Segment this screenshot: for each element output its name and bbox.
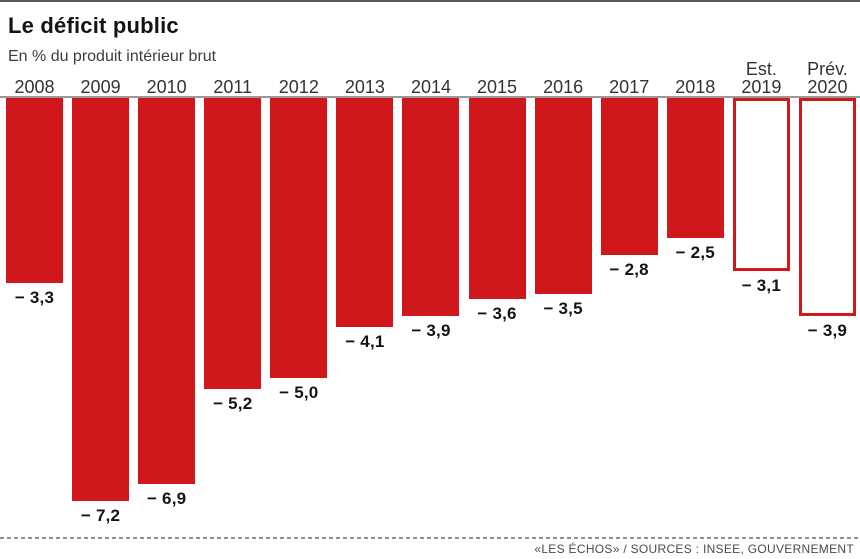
chart-subtitle: En % du produit intérieur brut [8, 48, 217, 65]
category-year: 2014 [410, 77, 451, 97]
bar-group-2010: 2010 − 6,9 [138, 58, 196, 526]
bar-group-2020: Prév. 2020 − 3,9 [798, 58, 856, 526]
bar-value-label: − 7,2 [80, 505, 121, 525]
category-year: 2017 [609, 77, 650, 97]
category-label-2019: Est. 2019 [741, 58, 781, 96]
category-year: 2020 [807, 77, 848, 97]
category-label-2011: 2011 [213, 58, 252, 96]
category-year: 2015 [477, 77, 518, 97]
zero-axis-line [0, 96, 860, 98]
bar-value-label: − 3,6 [477, 304, 517, 324]
category-year: 2013 [344, 77, 385, 97]
category-label-2020: Prév. 2020 [807, 58, 848, 96]
category-year: 2008 [14, 77, 55, 97]
bar-value-label: − 2,8 [609, 259, 649, 279]
bar-group-2019: Est. 2019 − 3,1 [732, 58, 790, 526]
category-label-2012: 2012 [279, 58, 319, 96]
bar-value-label: − 5,2 [213, 393, 253, 413]
footer-dashed-divider [0, 537, 860, 539]
deficit-bar-2019 [732, 98, 790, 272]
category-label-2018: 2018 [675, 58, 715, 96]
category-year: 2016 [543, 77, 584, 97]
chart-title: Le déficit public [8, 13, 179, 38]
category-label-2017: 2017 [609, 58, 649, 96]
bar-value-label: − 3,5 [543, 298, 583, 318]
category-prefix: Prév. [807, 59, 848, 79]
deficit-bar-2008 [6, 98, 63, 283]
category-year: 2011 [213, 77, 253, 97]
category-label-2016: 2016 [543, 58, 583, 96]
bar-value-label: − 3,9 [807, 321, 848, 340]
category-label-2009: 2009 [81, 58, 121, 96]
category-year: 2010 [146, 77, 187, 97]
category-label-2015: 2015 [477, 58, 517, 96]
bar-value-label: − 3,9 [411, 321, 451, 340]
category-label-2014: 2014 [411, 58, 451, 96]
category-year: 2012 [278, 77, 319, 97]
deficit-bar-2015 [468, 98, 526, 300]
bar-group-2012: 2012 − 5,0 [270, 58, 328, 526]
bar-group-2015: 2015 − 3,6 [468, 58, 526, 526]
deficit-bar-2020 [798, 98, 856, 316]
bar-group-2017: 2017 − 2,8 [600, 58, 658, 526]
bar-value-label: − 4,1 [345, 332, 385, 352]
bar-group-2018: 2018 − 2,5 [666, 58, 724, 526]
bar-value-label: − 3,1 [741, 276, 781, 296]
deficit-bar-2013 [336, 98, 394, 328]
category-year: 2009 [80, 77, 121, 97]
deficit-bar-2011 [204, 98, 262, 389]
deficit-bar-2018 [666, 98, 724, 238]
bar-value-label: − 3,3 [14, 287, 55, 307]
bar-value-label: − 6,9 [147, 488, 187, 508]
category-label-2008: 2008 [14, 58, 54, 96]
bar-group-2016: 2016 − 3,5 [534, 58, 592, 526]
source-credit: «LES ÉCHOS» / SOURCES : INSEE, GOUVERNEM… [534, 542, 854, 556]
deficit-bar-2016 [534, 98, 592, 294]
category-label-2010: 2010 [147, 58, 187, 96]
deficit-bar-2010 [138, 98, 196, 484]
bar-value-label: − 2,5 [675, 242, 715, 262]
bar-group-2011: 2011 − 5,2 [204, 58, 262, 526]
deficit-bar-2009 [72, 98, 130, 501]
category-prefix: Est. [745, 59, 777, 79]
category-year: 2018 [675, 77, 716, 97]
bar-group-2008: 2008 − 3,3 [6, 58, 63, 526]
bar-value-label: − 5,0 [279, 382, 319, 402]
deficit-bar-2014 [402, 98, 460, 316]
bar-group-2009: 2009 − 7,2 [72, 58, 130, 526]
category-label-2013: 2013 [345, 58, 385, 96]
deficit-bar-chart: 2008 − 3,3 2009 − 7,2 2010 − 6,9 2011 − 5,2 2012… [0, 58, 860, 526]
deficit-bar-2012 [270, 98, 328, 378]
bar-group-2013: 2013 − 4,1 [336, 58, 394, 526]
deficit-bar-2017 [600, 98, 658, 255]
category-year: 2019 [741, 77, 782, 97]
bar-group-2014: 2014 − 3,9 [402, 58, 460, 526]
